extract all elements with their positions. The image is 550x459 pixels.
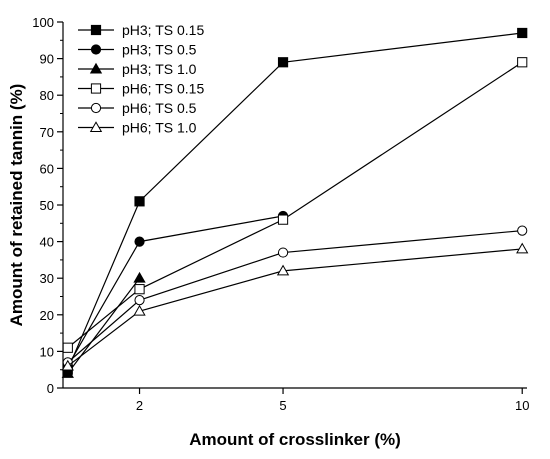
- y-tick-label: 80: [40, 88, 54, 103]
- series-4: [62, 57, 528, 353]
- y-tick-label: 10: [40, 344, 54, 359]
- data-point: [134, 236, 145, 247]
- data-point: [133, 304, 146, 316]
- x-tick-label: 10: [515, 398, 529, 413]
- legend-item: pH3; TS 0.5: [78, 42, 197, 58]
- legend-label: pH6; TS 0.15: [122, 81, 204, 97]
- x-tick-label: 2: [136, 398, 143, 413]
- legend-label: pH6; TS 1.0: [122, 120, 197, 136]
- legend-label: pH3; TS 0.15: [122, 22, 204, 38]
- series-3: [61, 271, 146, 378]
- legend-item: pH6; TS 1.0: [78, 120, 197, 136]
- data-point: [517, 225, 528, 236]
- legend-label: pH3; TS 1.0: [122, 61, 197, 77]
- data-point: [276, 264, 290, 276]
- series-6: [61, 242, 529, 371]
- data-point: [517, 57, 528, 68]
- series-line: [67, 248, 523, 367]
- data-point: [62, 342, 73, 353]
- axes: 0 10 20 30 40 50 60 70 80 90 100 2 5 10: [32, 15, 529, 413]
- data-point: [61, 367, 74, 378]
- legend-marker: [90, 24, 102, 36]
- legend: pH3; TS 0.15 pH3; TS 0.5 pH3; TS 1.0 pH6; T…: [78, 22, 204, 136]
- data-point: [134, 196, 145, 207]
- y-axis-title: Amount of retained tannin (%): [7, 84, 26, 327]
- legend-marker: [90, 102, 102, 114]
- series-5: [62, 225, 528, 368]
- legend-marker: [89, 62, 103, 74]
- legend-label: pH6; TS 0.5: [122, 100, 197, 116]
- legend-item: pH3; TS 1.0: [78, 61, 197, 77]
- legend-item: pH6; TS 0.5: [78, 100, 197, 116]
- y-tick-label: 40: [40, 235, 54, 250]
- series-line: [67, 277, 141, 374]
- data-point: [61, 359, 74, 371]
- y-tick-label: 20: [40, 308, 54, 323]
- y-tick-label: 0: [47, 381, 54, 396]
- data-point: [277, 57, 289, 68]
- legend-item: pH3; TS 0.15: [78, 22, 204, 38]
- legend-marker: [90, 44, 102, 55]
- legend-marker: [90, 83, 102, 94]
- y-tick-label: 30: [40, 271, 54, 286]
- y-tick-label: 70: [40, 125, 54, 140]
- data-point: [277, 247, 289, 258]
- legend-marker: [89, 121, 103, 132]
- y-tick-label: 90: [40, 52, 54, 67]
- series-layer: [61, 27, 529, 378]
- legend-label: pH3; TS 0.5: [122, 42, 197, 58]
- x-tick-label: 5: [279, 398, 286, 413]
- x-axis-title: Amount of crosslinker (%): [189, 430, 401, 449]
- series-line: [67, 230, 523, 363]
- data-point: [517, 27, 528, 39]
- data-point: [134, 284, 145, 295]
- data-point: [277, 214, 289, 225]
- y-tick-label: 60: [40, 161, 54, 176]
- y-tick-label: 50: [40, 198, 54, 213]
- data-point: [516, 242, 529, 254]
- series-line: [67, 215, 284, 367]
- y-tick-label: 100: [32, 15, 54, 30]
- series-line: [67, 32, 523, 370]
- series-2: [62, 210, 289, 372]
- legend-item: pH6; TS 0.15: [78, 81, 204, 97]
- data-point: [133, 271, 146, 283]
- data-point: [134, 295, 145, 306]
- series-line: [67, 61, 523, 349]
